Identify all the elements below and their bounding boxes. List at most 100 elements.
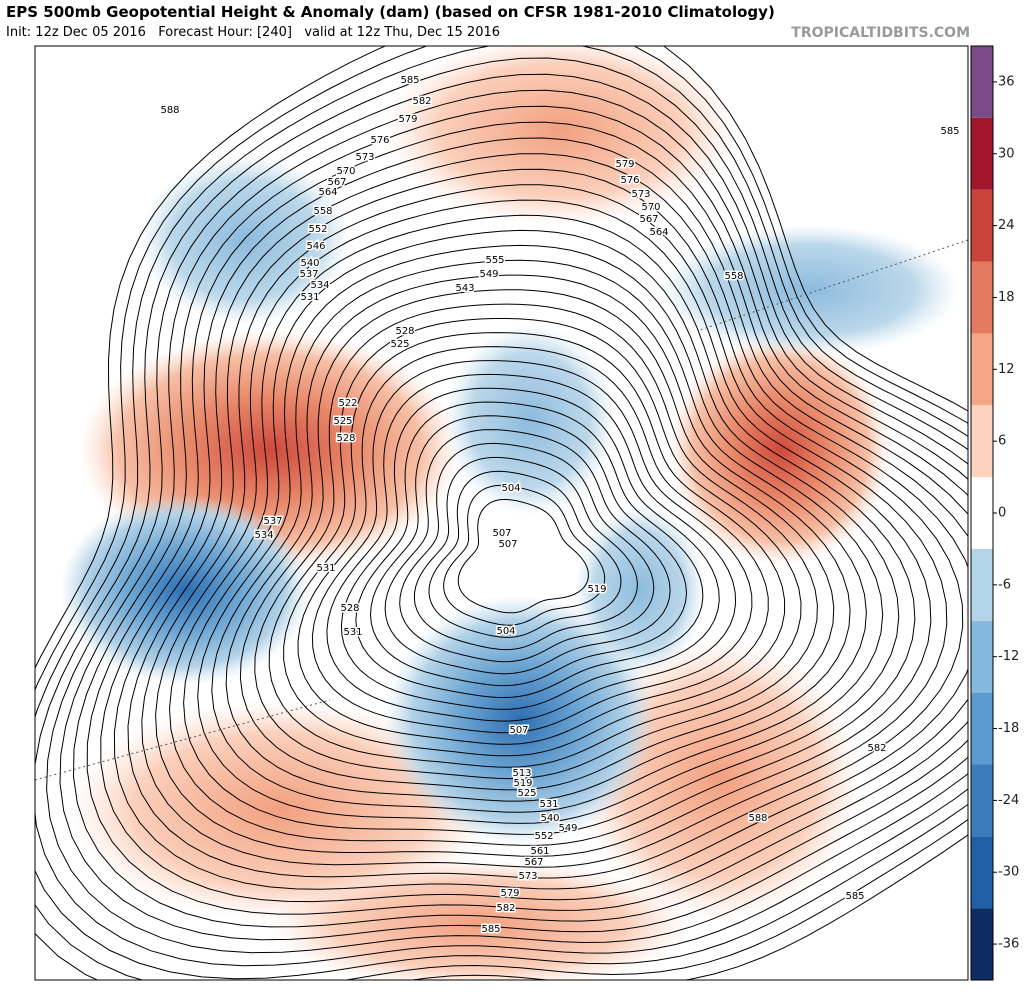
contour-line [340,387,720,710]
colorbar-bin [971,477,993,549]
contour-label: 585 [940,126,959,137]
contour-line [100,137,968,903]
contour-line [59,89,968,941]
contour-line [35,46,968,980]
contour-line [384,429,671,675]
contour-label: 552 [308,224,327,235]
contour-label: 582 [412,96,431,107]
contour-label: 573 [631,189,650,200]
contour-line [35,46,968,980]
contour-label: 507 [509,725,528,736]
contour-label: 540 [540,813,559,824]
contour-line [443,484,606,626]
colorbar-bin [971,764,993,837]
contour-line [155,199,932,857]
contour-label: 558 [724,271,743,282]
contour-line [46,73,968,954]
contour-label: 540 [300,258,319,269]
contour-label: 528 [395,326,414,337]
contour-label: 531 [539,799,558,810]
contour-label: 519 [587,584,606,595]
contour-line [113,153,968,890]
contour-label: 576 [370,135,389,146]
contour-label: 585 [481,924,500,935]
contour-label: 573 [355,152,374,163]
contour-label: 504 [501,483,520,494]
contour-label: 576 [620,175,639,186]
contour-label: 537 [299,269,318,280]
subtitle: Init: 12z Dec 05 2016 Forecast Hour: [24… [6,25,500,40]
contour-line [254,303,818,780]
contour-label: 570 [336,166,355,177]
contour-label: 570 [641,202,660,213]
contour-label: 549 [558,823,577,834]
contour-label: 525 [390,339,409,350]
contour-label: 525 [517,788,536,799]
colorbar-bin [971,620,993,693]
contour-line [311,360,753,734]
colorbar-bin [971,46,993,118]
contour-line [326,373,737,722]
contour-line [211,259,867,813]
contour-label: 546 [306,241,325,252]
colorbar-bin [971,908,993,980]
colorbar-tick-label: 12 [998,362,1015,377]
colorbar-tick-label: 0 [998,506,1006,521]
contour-label: 582 [867,743,886,754]
contour-line [183,229,900,835]
contour-label: 567 [327,177,346,188]
contour-label: 537 [263,516,282,527]
contour-label: 588 [160,105,179,116]
colorbar-bin [971,548,993,621]
contour-line [239,289,835,791]
contour-line [428,470,622,638]
colorbar-bin [971,261,993,334]
colorbar-tick-label: -6 [998,577,1011,592]
colorbar-tick-label: -12 [998,649,1019,664]
title: EPS 500mb Geopotential Height & Anomaly … [6,3,775,21]
brand: TROPICALTIDBITS.COM [791,25,970,41]
contour-label: 579 [500,888,519,899]
contour-line [127,168,964,879]
contour-label: 564 [318,187,337,198]
contour-label: 579 [398,114,417,125]
colorbar-bin [971,333,993,406]
contour-line [268,318,802,768]
colorbar-tick-label: -24 [998,793,1019,808]
contour-label: 531 [343,627,362,638]
contour-label: 579 [615,159,634,170]
contour-line [283,332,786,757]
contour-label: 522 [338,398,357,409]
contour-line [197,244,884,824]
colorbar-bin [971,692,993,765]
map-frame [34,45,969,981]
contour-line [355,401,704,699]
contour-line [168,214,916,846]
colorbar-tick-label: -30 [998,865,1019,880]
contour-label: 567 [524,857,543,868]
contour-label: 558 [313,206,332,217]
contour-line [369,415,688,687]
contour-line [297,346,769,745]
contour-line [399,442,655,663]
contour-line [86,121,968,915]
contour-label: 567 [639,214,658,225]
contour-label: 528 [336,433,355,444]
contour-label: 519 [513,778,532,789]
contour-label: 507 [498,539,517,550]
contour-label: 555 [485,255,504,266]
colorbar-tick-label: -36 [998,937,1019,952]
contour-label: 543 [455,283,474,294]
colorbar-bin [971,189,993,262]
contour-line [225,274,851,802]
colorbar-tick-label: -18 [998,721,1019,736]
contour-line [457,499,589,614]
contour-line [141,184,948,868]
colorbar: 36 30 24 18 12 6 0 -6 -12 -18 -24 -30 -36 [970,45,1019,981]
contour-label: 507 [492,528,511,539]
contour-label: 549 [479,269,498,280]
contour-label: 534 [310,280,329,291]
contour-label: 564 [649,227,668,238]
contour-label: 588 [748,813,767,824]
